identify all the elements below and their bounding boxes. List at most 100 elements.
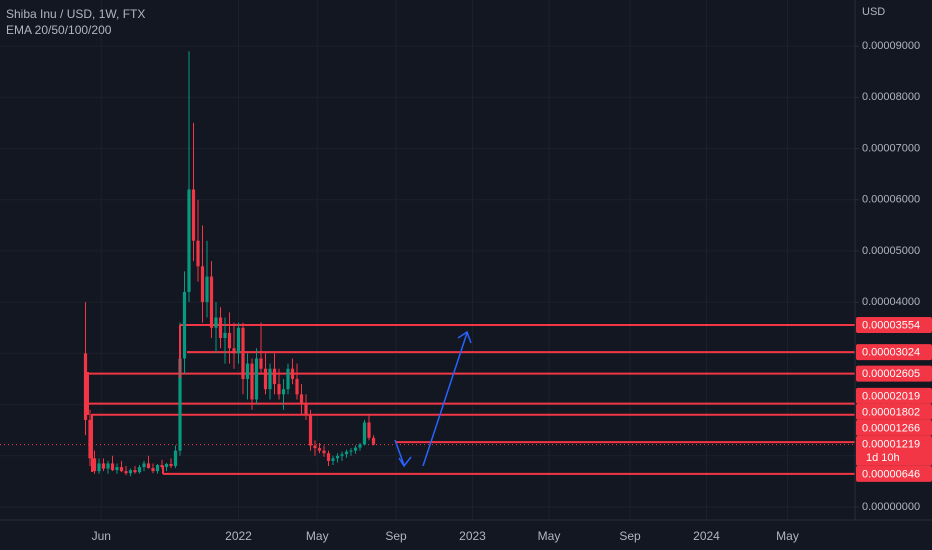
candle-body bbox=[196, 240, 200, 267]
candle-body bbox=[254, 358, 259, 400]
candle-body bbox=[286, 368, 290, 390]
candle-body bbox=[218, 317, 223, 338]
x-tick-label: May bbox=[306, 529, 329, 543]
candle-body bbox=[83, 353, 88, 420]
countdown: 1d 10h bbox=[866, 452, 900, 464]
candle-body bbox=[299, 394, 304, 405]
candle-body bbox=[281, 389, 286, 395]
candle-body bbox=[232, 348, 236, 354]
candle-body bbox=[119, 467, 124, 472]
price-label: 0.00002019 bbox=[862, 390, 920, 402]
candle-body bbox=[92, 458, 97, 472]
candle-body bbox=[137, 467, 142, 473]
y-tick-label: 0.00006000 bbox=[862, 194, 920, 206]
candle-body bbox=[155, 464, 160, 472]
indicator-label: EMA 20/50/100/200 bbox=[6, 23, 112, 37]
x-tick-label: 2022 bbox=[225, 529, 252, 543]
price-label: 0.00001802 bbox=[862, 406, 920, 418]
candle-body bbox=[313, 445, 317, 449]
candle-body bbox=[164, 463, 169, 468]
price-label-box bbox=[856, 387, 932, 404]
levels bbox=[0, 323, 855, 475]
price-label-box bbox=[856, 316, 932, 333]
candle-body bbox=[182, 291, 187, 359]
candle-body bbox=[245, 363, 250, 379]
candle-body bbox=[169, 463, 173, 467]
x-tick-label: 2023 bbox=[459, 529, 486, 543]
candle-body bbox=[263, 368, 268, 390]
x-tick-label: May bbox=[776, 529, 799, 543]
candle-body bbox=[151, 468, 155, 472]
arrow-head bbox=[457, 330, 472, 344]
x-tick-label: 2024 bbox=[693, 529, 720, 543]
y-tick-label: 0.00004000 bbox=[862, 296, 920, 308]
arrow-head bbox=[398, 456, 412, 468]
candle-body bbox=[290, 368, 295, 379]
price-label: 0.00003024 bbox=[862, 347, 920, 359]
candle-body bbox=[214, 317, 218, 328]
candle-body bbox=[178, 358, 182, 451]
candle-body bbox=[304, 404, 308, 415]
y-tick-label: 0.00008000 bbox=[862, 91, 920, 103]
candle-body bbox=[236, 327, 241, 354]
candle-body bbox=[97, 463, 101, 472]
axis-labels: 0.000000000.000010000.000020000.00003000… bbox=[92, 40, 932, 543]
candle-body bbox=[308, 414, 313, 446]
candle-body bbox=[322, 450, 326, 454]
candle-body bbox=[101, 463, 106, 469]
y-tick-label: 0.00000000 bbox=[862, 501, 920, 513]
price-label: 0.00001266 bbox=[862, 422, 920, 434]
price-label-box bbox=[856, 344, 932, 361]
candle-body bbox=[326, 453, 331, 461]
x-tick-label: Sep bbox=[385, 529, 407, 543]
candle-body bbox=[259, 358, 263, 369]
candle-body bbox=[128, 470, 133, 474]
y-axis-label: USD bbox=[862, 6, 885, 18]
price-label: 0.00002605 bbox=[862, 368, 920, 380]
candle-body bbox=[344, 451, 349, 455]
candle-body bbox=[227, 332, 232, 349]
candle-body bbox=[250, 363, 254, 400]
candle-body bbox=[110, 463, 115, 471]
price-label-box bbox=[856, 365, 932, 382]
candle-body bbox=[277, 384, 281, 395]
y-tick-label: 0.00009000 bbox=[862, 40, 920, 52]
candle-body bbox=[124, 471, 128, 474]
price-label-box bbox=[856, 465, 932, 482]
price-label: 0.00000646 bbox=[862, 468, 920, 480]
candle-body bbox=[353, 447, 358, 451]
candle-body bbox=[241, 327, 245, 379]
chart-title: Shiba Inu / USD, 1W, FTX bbox=[6, 7, 145, 21]
candle-body bbox=[209, 276, 214, 328]
candle-body bbox=[88, 419, 92, 459]
candle-body bbox=[362, 422, 367, 445]
candle-body bbox=[335, 455, 340, 459]
candle-body bbox=[358, 444, 362, 448]
x-tick-label: Sep bbox=[619, 529, 641, 543]
candle-body bbox=[223, 332, 227, 338]
candle-body bbox=[317, 448, 322, 451]
candle-body bbox=[133, 470, 137, 473]
candle-body bbox=[349, 450, 353, 452]
candle-body bbox=[200, 266, 205, 303]
candle-body bbox=[331, 458, 335, 461]
price-label: 0.00001219 bbox=[862, 438, 920, 450]
candle-body bbox=[272, 368, 277, 385]
x-tick-label: May bbox=[538, 529, 561, 543]
candle-body bbox=[142, 463, 146, 468]
price-label-box bbox=[856, 435, 932, 466]
y-tick-label: 0.00007000 bbox=[862, 142, 920, 154]
arrow-down bbox=[394, 439, 405, 466]
price-label-box bbox=[856, 419, 932, 436]
arrow-up bbox=[422, 332, 468, 467]
y-tick-label: 0.00005000 bbox=[862, 245, 920, 257]
candle-body bbox=[295, 378, 299, 395]
candle-body bbox=[173, 450, 178, 467]
price-label: 0.00003554 bbox=[862, 319, 920, 331]
candle-body bbox=[371, 437, 376, 445]
candle-body bbox=[191, 189, 196, 241]
price-label-box bbox=[856, 403, 932, 420]
